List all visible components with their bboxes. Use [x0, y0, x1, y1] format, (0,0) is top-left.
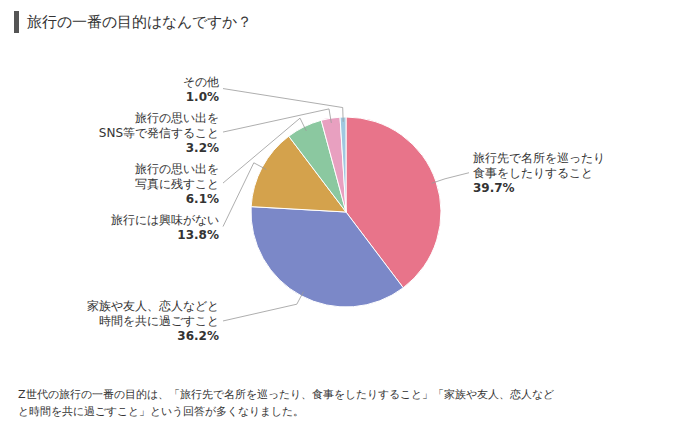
category-label: 旅行先で名所を巡ったり: [473, 151, 605, 165]
category-label: 時間を共に過ごすこと: [99, 314, 219, 328]
leader-line: [223, 118, 306, 183]
value-label: 39.7%: [473, 181, 515, 195]
value-label: 3.2%: [186, 141, 219, 155]
data-labels: 旅行先で名所を巡ったり食事をしたりすること39.7% 家族や友人、恋人などと時間を…: [87, 75, 605, 344]
pie-slice: [321, 117, 346, 212]
leader-line: [223, 89, 343, 122]
background: [0, 0, 693, 429]
slice-label: 旅行の思い出をSNS等で発信すること3.2%: [99, 111, 219, 155]
category-label: 旅行の思い出を: [135, 111, 219, 125]
category-label: 食事をしたりすること: [473, 166, 593, 180]
slice-label: 旅行先で名所を巡ったり食事をしたりすること39.7%: [473, 151, 605, 195]
annotations: Z世代の旅行の一番の目的は、「旅行先で名所を巡ったり、食事をしたりすること」「家…: [18, 388, 554, 418]
category-label: 家族や友人、恋人などと: [87, 299, 219, 313]
slice-label: その他1.0%: [183, 75, 219, 104]
slice-label: 旅行には興味がない13.8%: [111, 213, 219, 242]
leader-line: [223, 109, 331, 132]
chart: 旅行の一番の目的はなんですか？ 旅行先で名所を巡ったり食事をしたりすること39.7…: [0, 0, 693, 429]
category-label: 写真に残すこと: [135, 177, 219, 191]
title-accent: [14, 11, 19, 33]
footer-note: Z世代の旅行の一番の目的は、「旅行先で名所を巡ったり、食事をしたりすること」「家…: [18, 388, 554, 418]
leader-line: [223, 163, 266, 227]
pie: [251, 117, 441, 307]
value-label: 13.8%: [177, 228, 219, 242]
category-label: その他: [183, 75, 219, 89]
slice-label: 旅行の思い出を写真に残すこと6.1%: [135, 162, 219, 206]
footer-line: と時間を共に過ごすこと」という回答が多くなりました。: [18, 405, 304, 418]
slice-label: 家族や友人、恋人などと時間を共に過ごすこと36.2%: [87, 299, 219, 343]
footer-line: Z世代の旅行の一番の目的は、「旅行先で名所を巡ったり、食事をしたりすること」「家…: [18, 388, 554, 401]
chart-container: 旅行の一番の目的はなんですか？ 旅行先で名所を巡ったり食事をしたりすること39.7…: [0, 0, 693, 429]
pie-slice: [251, 207, 403, 307]
category-label: 旅行の思い出を: [135, 162, 219, 176]
pie-slice: [340, 117, 346, 212]
value-label: 36.2%: [177, 329, 219, 343]
category-label: 旅行には興味がない: [111, 213, 219, 227]
value-label: 6.1%: [186, 192, 219, 206]
title: 旅行の一番の目的はなんですか？: [27, 13, 252, 31]
leader-line: [223, 292, 304, 321]
value-label: 1.0%: [186, 90, 219, 104]
leader-line: [432, 173, 469, 184]
category-label: SNS等で発信すること: [99, 126, 219, 140]
